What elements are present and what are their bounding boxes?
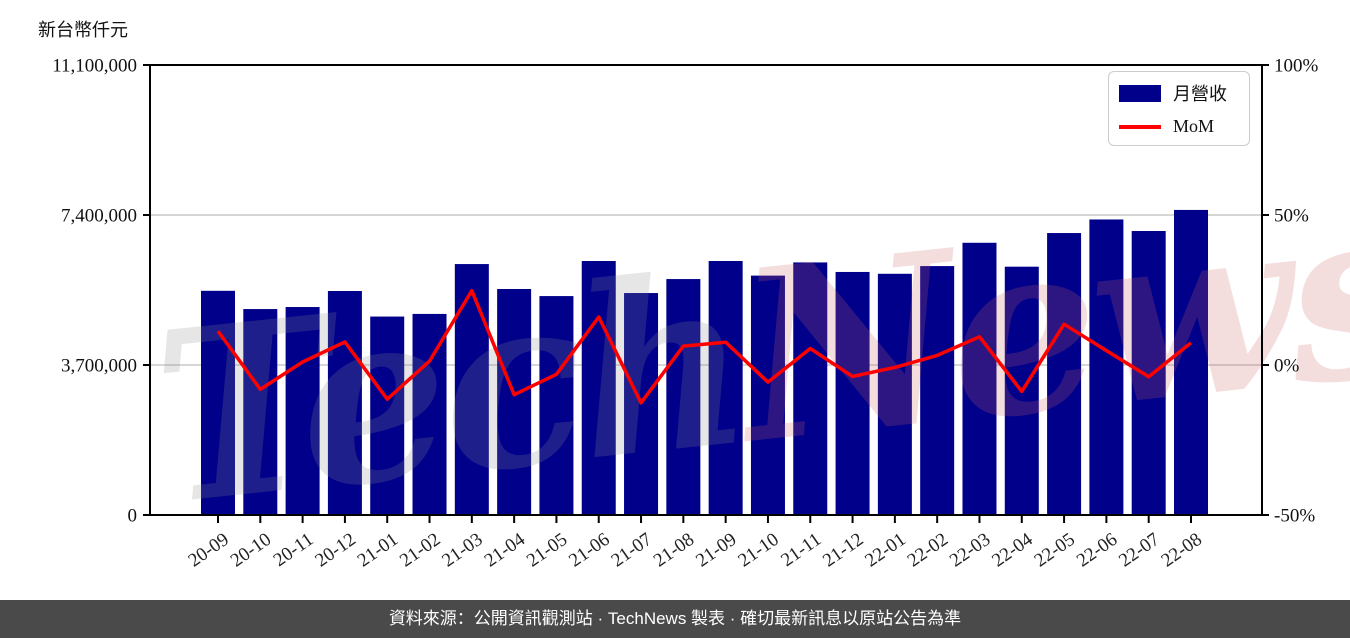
revenue-swatch-icon (1119, 84, 1161, 102)
right-tick-label: 50% (1274, 206, 1309, 227)
revenue-bar-21-06 (581, 261, 616, 515)
revenue-bar-22-02 (920, 266, 955, 515)
x-tick-label-21-04: 21-04 (481, 529, 530, 572)
plot-border (149, 64, 1263, 516)
revenue-bar-21-04 (497, 288, 532, 515)
legend-revenue-label: 月營收 (1173, 84, 1227, 104)
revenue-bar-21-01 (370, 316, 405, 515)
revenue-bar-21-05 (539, 296, 574, 515)
chart-plot: TechNews 11,100,000 7,400,000 3,700,000 0 100… (52, 56, 1350, 572)
x-tick-label-21-02: 21-02 (396, 529, 444, 572)
revenue-bar-21-08 (666, 279, 701, 515)
x-tick-label-21-09: 21-09 (692, 529, 740, 572)
left-tick-label: 0 (128, 506, 138, 527)
mom-line (216, 288, 1193, 405)
x-tick-label-21-08: 21-08 (650, 529, 698, 572)
revenue-bar-21-12 (835, 271, 870, 515)
revenue-bar-22-05 (1047, 233, 1082, 516)
x-tick-label-21-12: 21-12 (819, 529, 867, 572)
revenue-bar-22-06 (1089, 219, 1124, 515)
left-tick-label: 11,100,000 (52, 56, 137, 77)
source-footer: 資料來源：公開資訊觀測站 · TechNews 製表 · 確切最新訊息以原站公告… (0, 600, 1350, 638)
revenue-bar-21-09 (708, 261, 743, 515)
legend-item-mom: MoM (1119, 116, 1239, 137)
revenue-bar-20-11 (285, 307, 320, 515)
revenue-bar-21-03 (454, 264, 489, 515)
revenue-bar-20-10 (243, 309, 278, 515)
x-tick-label-21-07: 21-07 (608, 529, 656, 572)
watermark-text: TechNews (143, 151, 1350, 558)
x-tick-label-21-10: 21-10 (734, 529, 782, 572)
x-tick-label-22-05: 22-05 (1031, 529, 1079, 572)
revenue-bar-20-09 (201, 290, 235, 515)
legend: 月營收 MoM (1108, 71, 1250, 146)
revenue-bar-21-02 (412, 313, 447, 515)
revenue-bar-21-11 (793, 262, 828, 515)
x-tick-label-22-08: 22-08 (1158, 529, 1206, 572)
right-tick-label: 0% (1274, 356, 1300, 377)
x-tick-label-22-03: 22-03 (946, 529, 994, 572)
mom-swatch-icon (1119, 124, 1161, 129)
legend-mom-label: MoM (1173, 116, 1215, 136)
revenue-bar-22-08 (1174, 209, 1208, 515)
left-tick-label: 3,700,000 (61, 356, 137, 377)
x-tick-label-22-04: 22-04 (988, 529, 1037, 572)
x-tick-label-21-05: 21-05 (523, 529, 571, 572)
x-tick-label-21-11: 21-11 (777, 529, 825, 571)
x-tick-label-22-06: 22-06 (1073, 529, 1121, 572)
x-tick-label-21-03: 21-03 (438, 529, 486, 572)
x-tick-label-22-02: 22-02 (904, 529, 952, 572)
x-tick-label-22-01: 22-01 (861, 529, 909, 572)
revenue-bar-21-10 (750, 275, 785, 515)
revenue-bar-20-12 (327, 291, 362, 515)
right-tick-label: 100% (1274, 56, 1319, 77)
revenue-bar-22-01 (877, 273, 912, 515)
left-axis-title: 新台幣仟元 (38, 20, 128, 40)
x-tick-label-22-07: 22-07 (1115, 529, 1163, 572)
revenue-bar-22-03 (962, 242, 997, 515)
legend-item-revenue: 月營收 (1119, 80, 1239, 106)
left-tick-label: 7,400,000 (61, 206, 137, 227)
x-tick-label-21-06: 21-06 (565, 529, 613, 572)
right-tick-label: -50% (1274, 506, 1315, 527)
revenue-bar-22-07 (1131, 231, 1166, 515)
